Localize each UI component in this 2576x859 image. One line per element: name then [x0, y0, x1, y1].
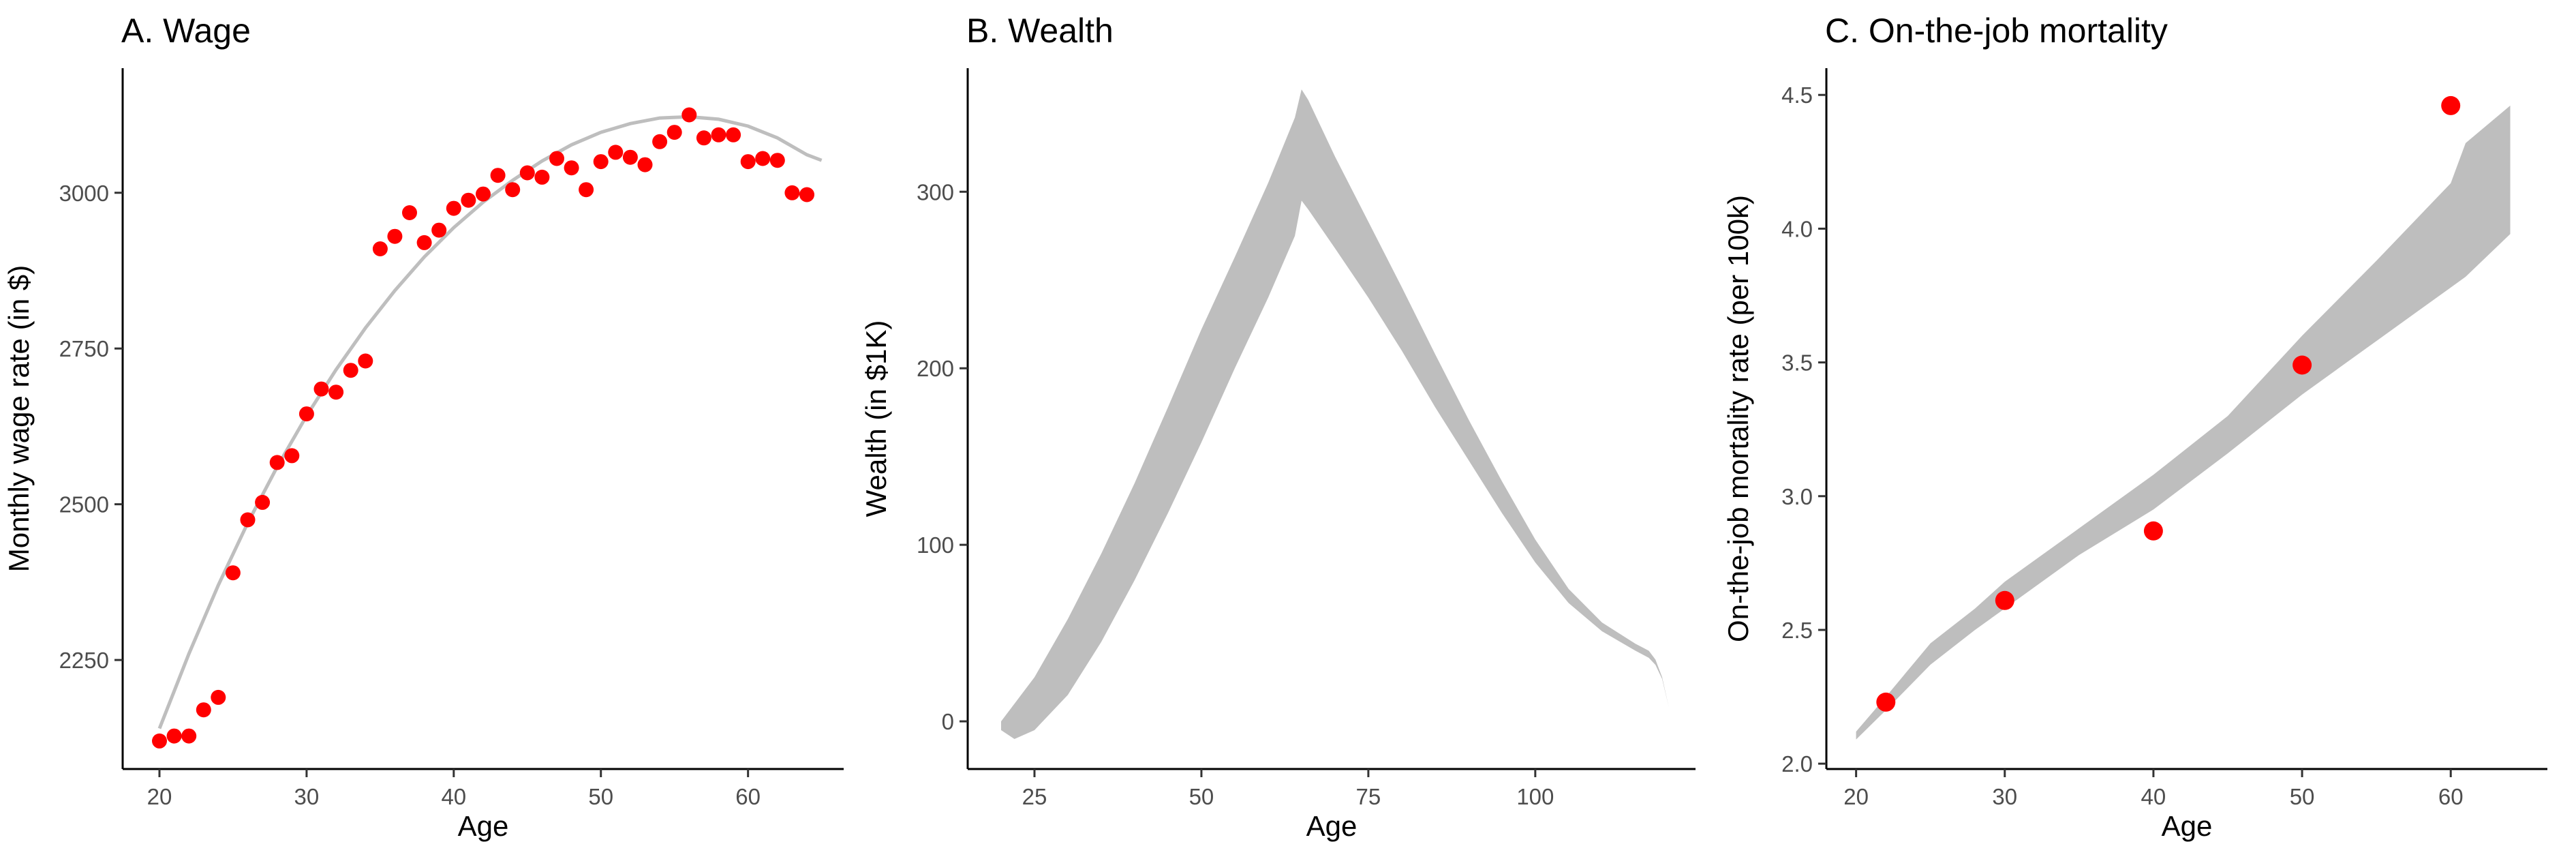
data-point — [387, 228, 403, 244]
x-tick-label: 30 — [1992, 784, 2017, 809]
x-tick-label: 40 — [2141, 784, 2166, 809]
confidence-band — [1001, 89, 1669, 740]
data-point — [298, 406, 314, 422]
data-point — [313, 381, 329, 397]
x-axis-label: Age — [1306, 810, 1358, 842]
x-tick-label: 50 — [1189, 784, 1214, 809]
y-tick-label: 3000 — [59, 181, 109, 206]
data-point — [461, 192, 476, 208]
data-point — [769, 153, 785, 168]
x-tick-label: 50 — [588, 784, 613, 809]
panel-title: C. On-the-job mortality — [1825, 12, 2168, 50]
y-axis-label: Monthly wage rate (in $) — [3, 265, 35, 573]
data-point — [211, 689, 226, 705]
data-point — [328, 385, 344, 400]
data-point — [505, 182, 521, 198]
data-point — [196, 702, 211, 718]
data-point — [431, 222, 447, 238]
panel-title: B. Wealth — [966, 12, 1114, 50]
data-point — [711, 127, 726, 142]
data-point — [416, 235, 432, 250]
data-point — [402, 205, 417, 220]
data-point — [696, 130, 711, 146]
y-tick-label: 4.0 — [1781, 216, 1813, 241]
data-point — [622, 149, 638, 165]
data-point — [666, 125, 682, 140]
y-tick-label: 2.0 — [1781, 751, 1813, 777]
x-tick-label: 30 — [294, 784, 320, 809]
y-tick-label: 3.5 — [1781, 350, 1813, 376]
y-tick-label: 2750 — [59, 336, 109, 361]
data-point — [269, 455, 285, 470]
panel-wage: A. Wage 20 30 40 50 60 2250 2500 2750 3000 Age Mont… — [3, 12, 844, 842]
data-point — [181, 728, 197, 744]
x-tick-label: 25 — [1022, 784, 1047, 809]
data-point — [593, 154, 609, 170]
data-point — [534, 169, 550, 185]
x-axis-label: Age — [458, 810, 509, 842]
y-tick-label: 2500 — [59, 492, 109, 517]
data-point — [476, 186, 491, 202]
fitted-line — [157, 115, 823, 729]
x-tick-label: 100 — [1516, 784, 1554, 809]
data-point — [358, 353, 373, 369]
y-tick-label: 2250 — [59, 648, 109, 673]
data-point — [799, 187, 814, 202]
data-point — [608, 145, 624, 160]
data-point — [152, 733, 167, 749]
panel-title: A. Wage — [121, 12, 251, 50]
data-point — [446, 200, 461, 216]
y-tick-label: 2.5 — [1781, 618, 1813, 643]
x-tick-label: 60 — [2438, 784, 2464, 809]
data-point — [726, 127, 741, 142]
data-point — [549, 151, 564, 166]
data-point — [637, 157, 653, 172]
data-point — [784, 185, 800, 200]
confidence-band — [1856, 105, 2511, 740]
y-axis-label: On-the-job mortality rate (per 100k) — [1722, 195, 1754, 642]
panel-mortality: C. On-the-job mortality 20 30 40 50 60 2.0 2.5 3… — [1722, 12, 2547, 842]
data-point — [284, 448, 300, 464]
data-point — [255, 494, 271, 510]
x-axis-label: Age — [2162, 810, 2213, 842]
data-point — [240, 512, 256, 528]
data-point — [652, 134, 668, 149]
data-point — [372, 241, 388, 256]
data-point — [1876, 692, 1896, 712]
data-point — [579, 182, 594, 198]
data-point — [343, 363, 358, 378]
x-tick-label: 20 — [1843, 784, 1869, 809]
data-point — [1995, 590, 2014, 610]
y-tick-label: 3.0 — [1781, 484, 1813, 509]
x-tick-label: 75 — [1356, 784, 1381, 809]
y-tick-label: 200 — [917, 356, 954, 381]
data-point — [166, 728, 182, 744]
data-point — [490, 168, 506, 183]
data-point — [681, 107, 697, 123]
y-tick-label: 0 — [942, 709, 954, 734]
y-tick-label: 4.5 — [1781, 82, 1813, 108]
y-tick-label: 100 — [917, 532, 954, 558]
x-tick-label: 20 — [147, 784, 172, 809]
data-point — [2441, 95, 2461, 115]
data-point — [2143, 521, 2163, 541]
y-tick-label: 300 — [917, 179, 954, 205]
data-point — [755, 151, 771, 166]
x-tick-label: 60 — [735, 784, 761, 809]
data-point — [225, 565, 241, 581]
data-point — [564, 160, 579, 176]
y-axis-label: Wealth (in $1K) — [860, 320, 892, 517]
data-point — [2293, 355, 2312, 375]
x-tick-label: 50 — [2290, 784, 2315, 809]
panel-wealth: B. Wealth 25 50 75 100 0 100 200 300 Age Wealth (i… — [860, 12, 1696, 842]
x-tick-label: 40 — [441, 784, 466, 809]
data-point — [740, 154, 756, 170]
data-point — [519, 165, 535, 181]
